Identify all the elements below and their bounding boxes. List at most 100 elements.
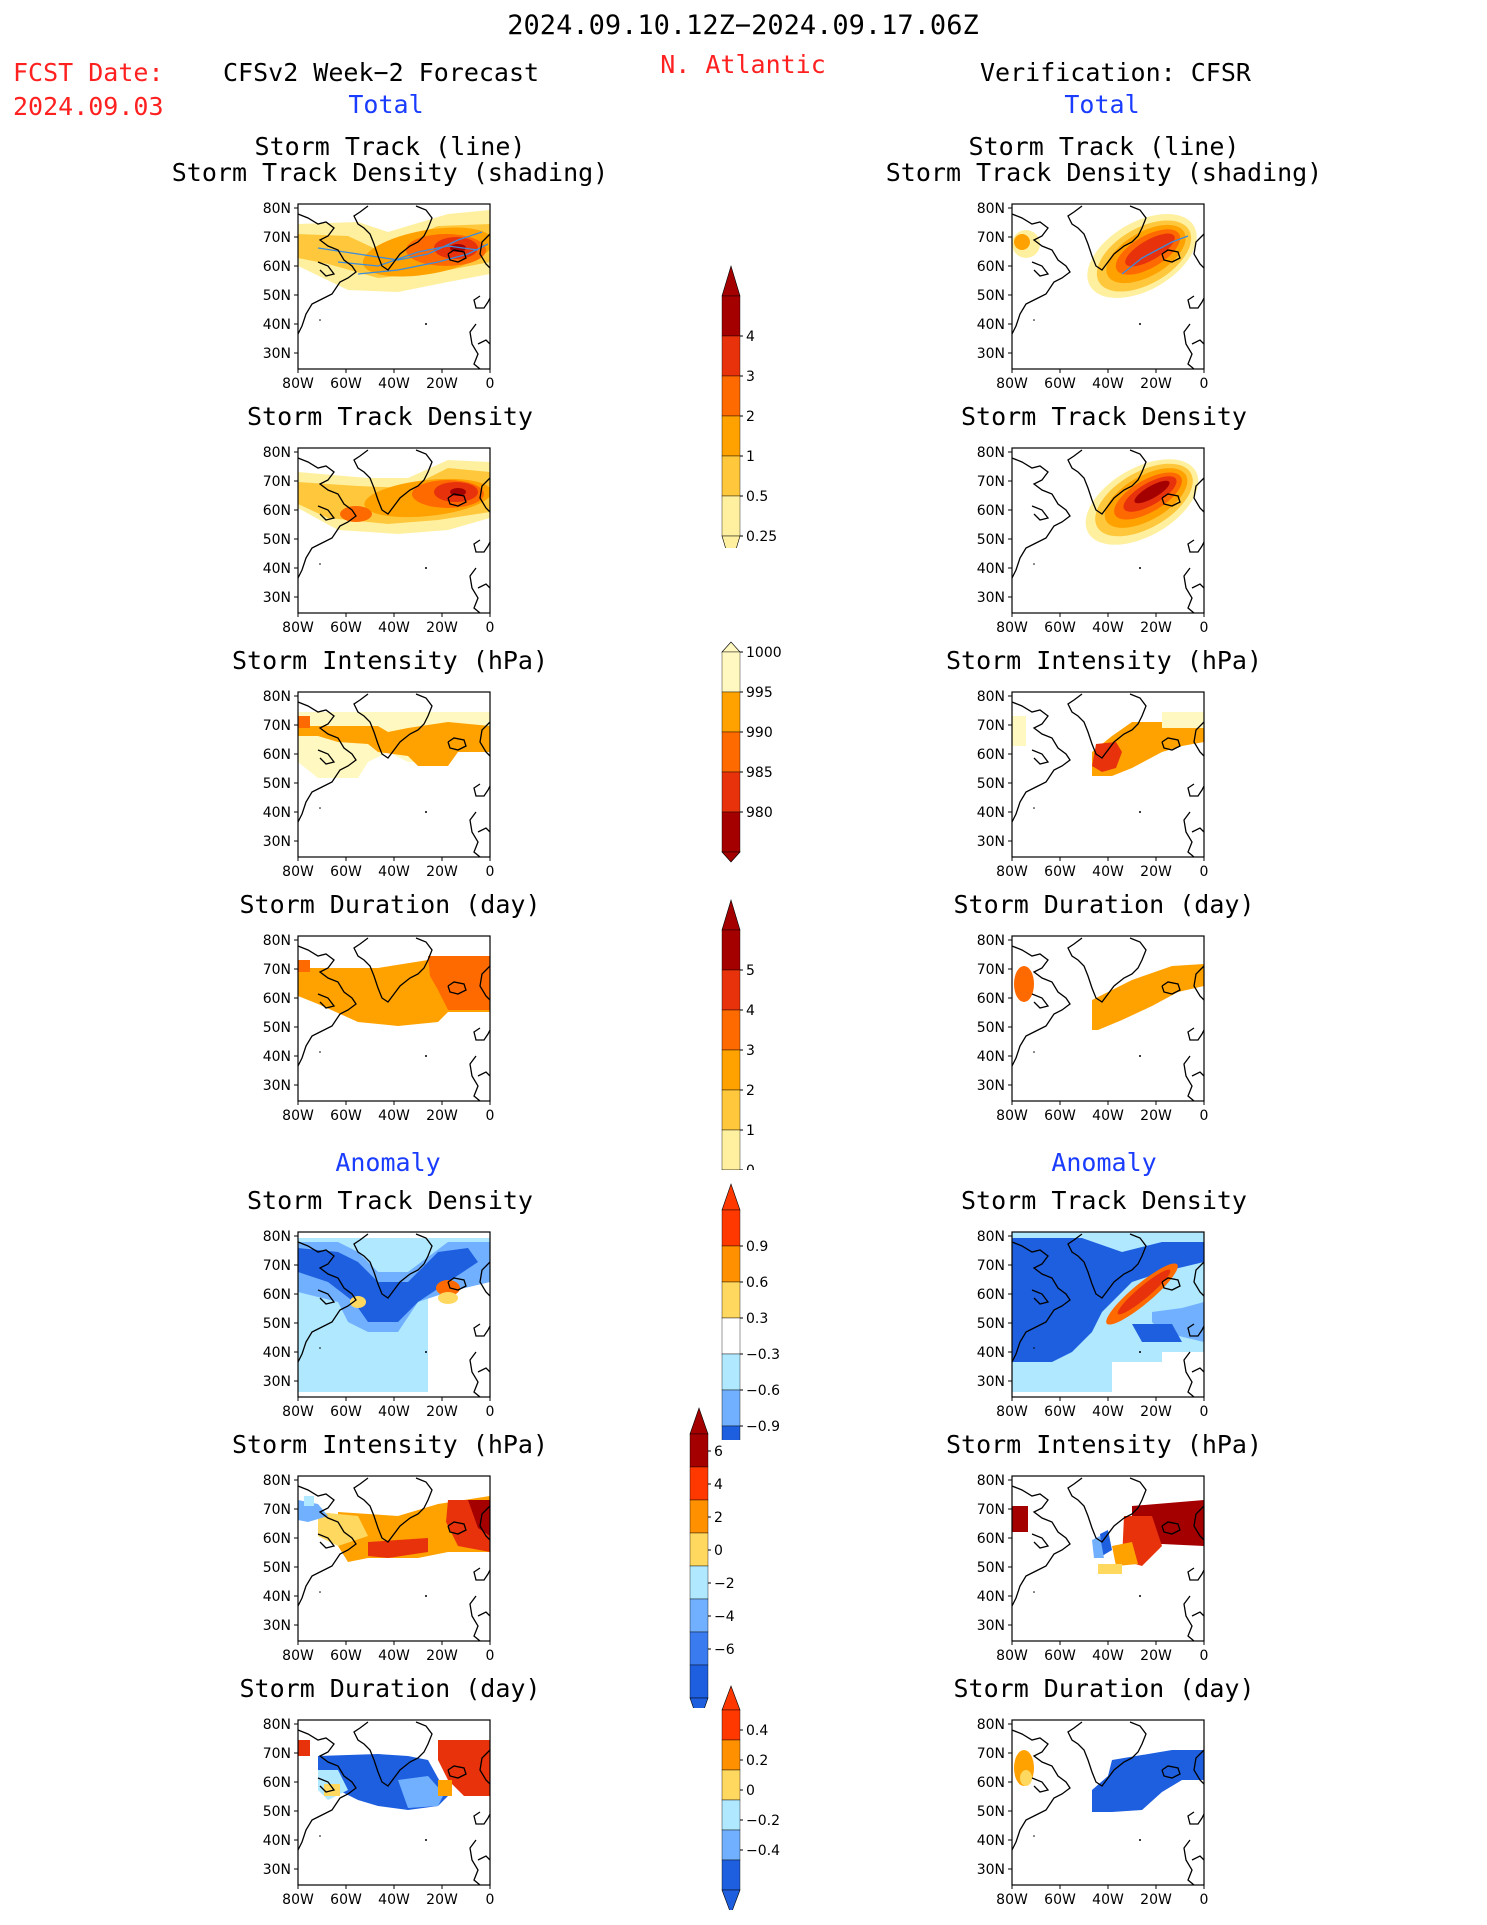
title-intensity-anom-vf: Storm Intensity (hPa) (945, 1430, 1263, 1459)
lat-label: 70N (263, 962, 291, 978)
lat-label: 70N (977, 962, 1005, 978)
bermuda-dot (319, 563, 321, 565)
greenland-coast (1067, 1477, 1147, 1543)
title-duration-anom-vf: Storm Duration (day) (953, 1674, 1255, 1703)
iberia-coast (469, 1351, 481, 1398)
lon-label: 60W (330, 376, 362, 390)
iceland-coast (447, 1277, 467, 1291)
british-isles-coast (1187, 295, 1205, 309)
labrador-islands (317, 749, 336, 765)
greenland-coast (353, 449, 433, 515)
map-forecast-duration: 80N 70N 60N 50N 40N 30N 80W 60W 40W 20W 0 (263, 933, 495, 1122)
bermuda-dot (319, 807, 321, 809)
colorbar-label: 0.5 (746, 489, 768, 505)
colorbar-label: 3 (746, 369, 755, 385)
coastline (1011, 937, 1205, 1102)
british-isles-coast (473, 1323, 491, 1337)
colorbar-segment (721, 731, 741, 773)
iberia-coast (469, 1595, 481, 1642)
lon-label: 20W (1140, 864, 1172, 878)
title-duration-anom-fc: Storm Duration (day) (239, 1674, 541, 1703)
lat-label: 30N (977, 1078, 1005, 1094)
colorbar-label: 980 (746, 805, 773, 821)
labrador-islands (1031, 993, 1050, 1009)
lon-label: 0 (1200, 1404, 1209, 1418)
lat-label: 70N (263, 1746, 291, 1762)
shade-region (1132, 1324, 1182, 1342)
lon-label: 20W (1140, 1892, 1172, 1906)
colorbar-label: 0.2 (746, 1753, 768, 1769)
iceland-coast (447, 1521, 467, 1535)
scandinavia-coast (1193, 1505, 1205, 1541)
lon-label: 80W (996, 1892, 1028, 1906)
shade-blob (340, 506, 372, 522)
north-america-coast (297, 945, 357, 1067)
europe-coast (1191, 1071, 1205, 1077)
greenland-coast (1067, 937, 1147, 1003)
colorbar-segment (721, 1049, 741, 1091)
british-isles-coast (473, 1027, 491, 1041)
colorbar-label: 0.9 (746, 1239, 768, 1255)
europe-coast (1191, 1855, 1205, 1861)
shade-region (1112, 1542, 1138, 1566)
iceland-coast (1161, 1277, 1181, 1291)
lon-label: 80W (996, 376, 1028, 390)
azores-dot (1139, 1595, 1141, 1597)
colorbar-label: −6 (714, 1642, 735, 1658)
north-america-coast (1011, 1241, 1071, 1363)
british-isles-coast (473, 783, 491, 797)
lat-label: 70N (263, 1502, 291, 1518)
map-fill (298, 210, 490, 292)
colorbar-label: 985 (746, 765, 773, 781)
colorbar-label: 4 (714, 1477, 723, 1493)
colorbar-bottom-arrow (721, 851, 741, 863)
bermuda-dot (319, 1835, 321, 1837)
lat-label: 50N (263, 1804, 291, 1820)
fcst-date-label: FCST Date: (13, 58, 164, 87)
lon-label: 40W (378, 1108, 410, 1122)
lat-label: 40N (263, 805, 291, 821)
north-america-coast (297, 1729, 357, 1851)
colorbar-segment (721, 811, 741, 853)
scandinavia-coast (479, 965, 491, 1001)
azores-dot (1139, 811, 1141, 813)
lat-label: 60N (263, 747, 291, 763)
labrador-islands (317, 1777, 336, 1793)
scandinavia-coast (1193, 1261, 1205, 1297)
lat-label: 30N (263, 1862, 291, 1878)
lon-label: 80W (996, 620, 1028, 634)
shade-blob (1020, 1770, 1032, 1786)
europe-coast (1191, 827, 1205, 833)
labrador-islands (317, 505, 336, 521)
shade-region (1092, 720, 1204, 776)
iberia-coast (1183, 1595, 1195, 1642)
iceland-coast (1161, 1765, 1181, 1779)
lon-label: 20W (426, 1892, 458, 1906)
lat-label: 70N (263, 718, 291, 734)
north-america-coast (1011, 213, 1071, 335)
lon-label: 0 (486, 376, 495, 390)
title-intensity-anom-fc: Storm Intensity (hPa) (231, 1430, 549, 1459)
lon-label: 0 (1200, 1108, 1209, 1122)
lon-label: 60W (1044, 1892, 1076, 1906)
iceland-coast (1161, 249, 1181, 263)
colorbar-segment (721, 1209, 741, 1247)
lat-label: 60N (977, 991, 1005, 1007)
map-fill (298, 1740, 490, 1810)
lat-label: 40N (977, 1833, 1005, 1849)
lat-label: 80N (263, 445, 291, 461)
colorbar-label: −4 (714, 1609, 735, 1625)
british-isles-coast (1187, 1027, 1205, 1041)
colorbar-label: −2 (714, 1576, 735, 1592)
azores-dot (425, 1055, 427, 1057)
lat-label: 60N (977, 1775, 1005, 1791)
iberia-coast (1183, 567, 1195, 614)
greenland-coast (353, 1477, 433, 1543)
lon-label: 40W (378, 1404, 410, 1418)
lat-label: 60N (263, 503, 291, 519)
labrador-islands (1031, 749, 1050, 765)
scandinavia-coast (479, 233, 491, 269)
bermuda-dot (1033, 319, 1035, 321)
shade-blob (1014, 234, 1030, 250)
british-isles-coast (1187, 1811, 1205, 1825)
